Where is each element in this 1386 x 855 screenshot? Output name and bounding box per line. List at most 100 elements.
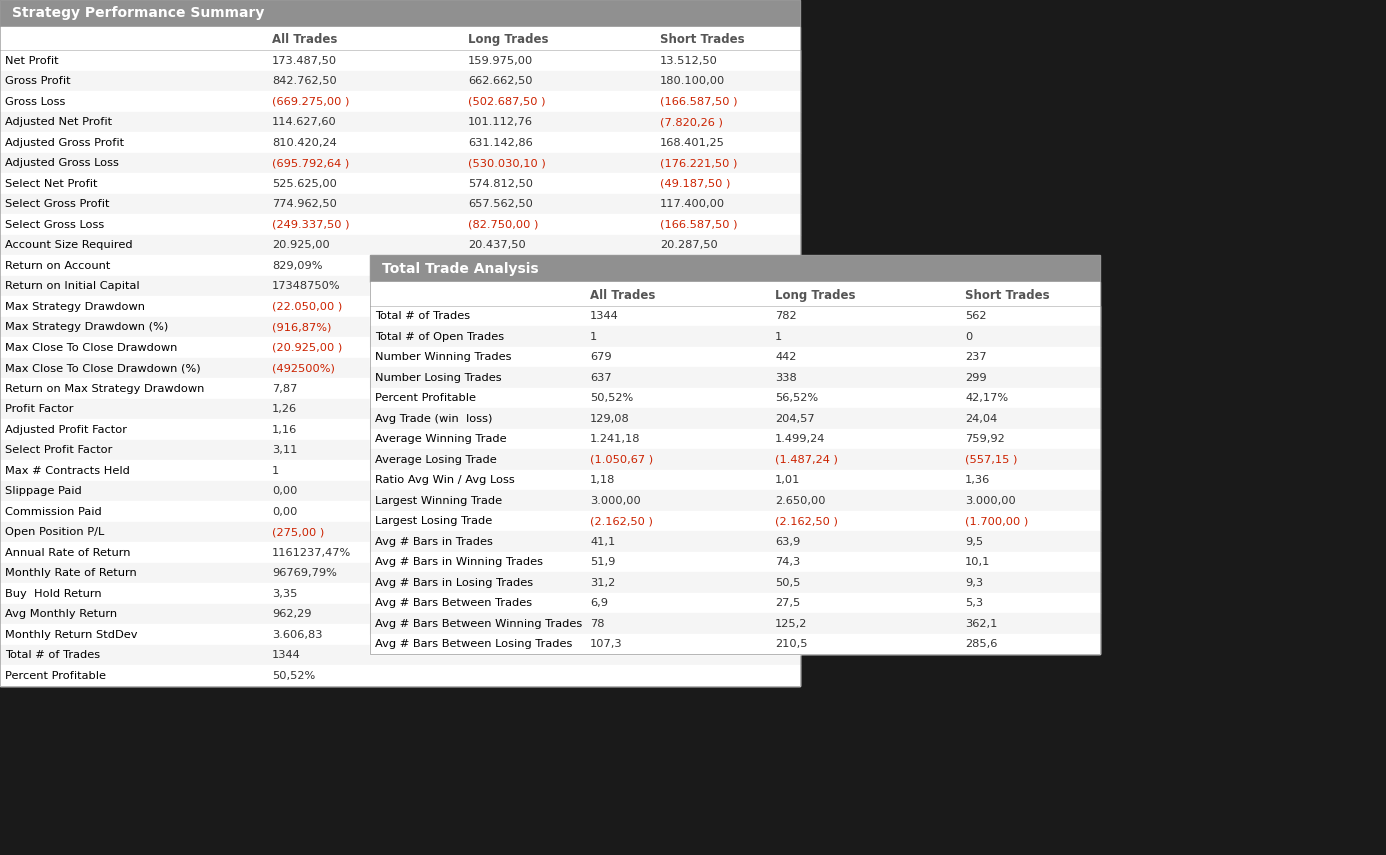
Text: 1161237,47%: 1161237,47% [272, 548, 351, 557]
Bar [0, 256, 800, 276]
Bar [0, 0, 800, 27]
Text: 1: 1 [590, 332, 597, 342]
Text: 810.420,24: 810.420,24 [272, 138, 337, 148]
Text: 101.112,76: 101.112,76 [468, 117, 534, 127]
Bar [0, 133, 800, 153]
Text: 129,08: 129,08 [590, 414, 629, 424]
Text: Total # of Trades: Total # of Trades [376, 311, 470, 321]
Text: Account Size Required: Account Size Required [6, 240, 133, 251]
Text: (2.162,50 ): (2.162,50 ) [590, 516, 653, 526]
Text: 20.287,50: 20.287,50 [660, 240, 718, 251]
Text: 31,2: 31,2 [590, 578, 615, 587]
Text: 50,52%: 50,52% [272, 671, 315, 681]
Bar [370, 614, 1100, 634]
Text: 338: 338 [775, 373, 797, 383]
Text: Percent Profitable: Percent Profitable [376, 393, 475, 404]
Text: 285,6: 285,6 [965, 640, 998, 649]
Text: 63,9: 63,9 [775, 537, 800, 546]
Text: Return on Initial Capital: Return on Initial Capital [6, 281, 140, 292]
Bar [0, 338, 800, 358]
Text: 1344: 1344 [590, 311, 618, 321]
Bar [370, 388, 1100, 409]
Text: 168.401,25: 168.401,25 [660, 138, 725, 148]
Text: Gross Profit: Gross Profit [6, 76, 71, 86]
Text: Avg # Bars Between Losing Trades: Avg # Bars Between Losing Trades [376, 640, 572, 649]
Text: Select Net Profit: Select Net Profit [6, 179, 97, 189]
Text: 631.142,86: 631.142,86 [468, 138, 532, 148]
Bar [0, 665, 800, 686]
Text: 20.437,50: 20.437,50 [468, 240, 525, 251]
Text: 662.662,50: 662.662,50 [468, 76, 532, 86]
Text: 1.241,18: 1.241,18 [590, 434, 640, 445]
Text: (669.275,00 ): (669.275,00 ) [272, 97, 349, 107]
Bar [0, 0, 800, 686]
Text: (530.030,10 ): (530.030,10 ) [468, 158, 546, 168]
Text: 1,16: 1,16 [272, 425, 297, 434]
Text: (82.750,00 ): (82.750,00 ) [468, 220, 538, 230]
Bar [0, 297, 800, 317]
Text: Adjusted Profit Factor: Adjusted Profit Factor [6, 425, 128, 434]
Text: Avg # Bars Between Trades: Avg # Bars Between Trades [376, 598, 532, 608]
Text: 24,04: 24,04 [965, 414, 998, 424]
Text: 362,1: 362,1 [965, 619, 998, 628]
Bar [0, 583, 800, 604]
Bar [370, 347, 1100, 368]
Text: (249.337,50 ): (249.337,50 ) [272, 220, 349, 230]
Text: 3,35: 3,35 [272, 589, 298, 598]
Bar [0, 604, 800, 624]
Bar [0, 543, 800, 563]
Text: 0,00: 0,00 [272, 507, 298, 516]
Bar [0, 624, 800, 645]
Text: 962,29: 962,29 [272, 610, 312, 619]
Text: Max Close To Close Drawdown (%): Max Close To Close Drawdown (%) [6, 363, 201, 374]
Bar [0, 153, 800, 174]
Bar [370, 491, 1100, 511]
Bar [0, 276, 800, 297]
Bar [0, 71, 800, 91]
Text: Avg Trade (win  loss): Avg Trade (win loss) [376, 414, 492, 424]
Text: Largest Losing Trade: Largest Losing Trade [376, 516, 492, 526]
Text: (166.587,50 ): (166.587,50 ) [660, 220, 737, 230]
Text: All Trades: All Trades [590, 289, 656, 302]
Text: (557,15 ): (557,15 ) [965, 455, 1017, 465]
Text: 657.562,50: 657.562,50 [468, 199, 532, 209]
Text: (176.221,50 ): (176.221,50 ) [660, 158, 737, 168]
Text: Select Gross Profit: Select Gross Profit [6, 199, 109, 209]
Bar [0, 194, 800, 215]
Text: All Trades: All Trades [272, 33, 337, 46]
Text: Return on Max Strategy Drawdown: Return on Max Strategy Drawdown [6, 384, 204, 394]
Text: 114.627,60: 114.627,60 [272, 117, 337, 127]
Text: Select Profit Factor: Select Profit Factor [6, 445, 112, 455]
Text: (916,87%): (916,87%) [272, 322, 331, 333]
Bar [370, 327, 1100, 347]
Text: Total # of Trades: Total # of Trades [6, 651, 100, 660]
Text: 574.812,50: 574.812,50 [468, 179, 534, 189]
Text: (1.487,24 ): (1.487,24 ) [775, 455, 839, 465]
Text: Adjusted Gross Loss: Adjusted Gross Loss [6, 158, 119, 168]
Text: Monthly Return StdDev: Monthly Return StdDev [6, 630, 137, 640]
Text: 1,01: 1,01 [775, 475, 800, 486]
Text: 42,17%: 42,17% [965, 393, 1008, 404]
Text: Strategy Performance Summary: Strategy Performance Summary [12, 7, 265, 21]
Bar [0, 440, 800, 461]
Text: 237: 237 [965, 352, 987, 363]
Text: Avg # Bars in Trades: Avg # Bars in Trades [376, 537, 493, 546]
Text: 107,3: 107,3 [590, 640, 622, 649]
Text: 2.650,00: 2.650,00 [775, 496, 826, 506]
Text: (1.050,67 ): (1.050,67 ) [590, 455, 653, 465]
Text: 759,92: 759,92 [965, 434, 1005, 445]
Bar [0, 522, 800, 543]
Text: 1344: 1344 [272, 651, 301, 660]
Text: Long Trades: Long Trades [775, 289, 855, 302]
Text: 774.962,50: 774.962,50 [272, 199, 337, 209]
Text: Short Trades: Short Trades [965, 289, 1049, 302]
Text: (2.162,50 ): (2.162,50 ) [775, 516, 839, 526]
Bar [0, 112, 800, 133]
Text: 51,9: 51,9 [590, 557, 615, 567]
Text: Short Trades: Short Trades [660, 33, 744, 46]
Bar [370, 306, 1100, 327]
Text: 50,52%: 50,52% [590, 393, 633, 404]
Text: 1: 1 [272, 466, 279, 475]
Text: Number Losing Trades: Number Losing Trades [376, 373, 502, 383]
Bar [0, 358, 800, 379]
